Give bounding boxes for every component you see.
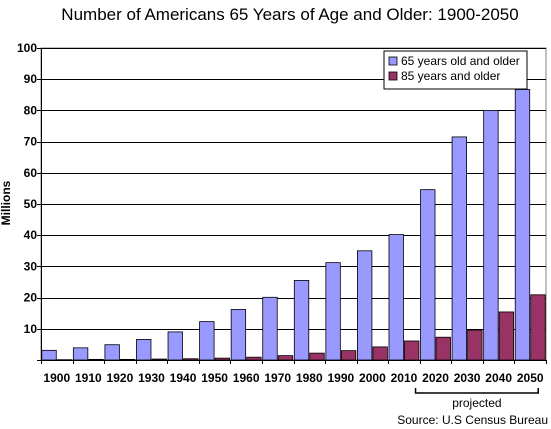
- source-label: Source: U.S Census Bureau: [397, 413, 548, 427]
- x-tick-label: 1980: [296, 371, 323, 385]
- projected-bracket: [414, 388, 539, 394]
- x-tick-label: 1910: [75, 371, 102, 385]
- x-tick-label: 2000: [359, 371, 386, 385]
- y-tick-label: 20: [24, 291, 38, 305]
- bar-65-and-older: [451, 136, 467, 361]
- x-tick-label: 2040: [485, 371, 512, 385]
- x-tick-label: 1920: [107, 371, 134, 385]
- bar-85-and-older: [120, 358, 136, 361]
- x-tick-label: 1930: [138, 371, 165, 385]
- bar-85-and-older: [88, 358, 104, 361]
- bar-85-and-older: [183, 358, 199, 361]
- bar-65-and-older: [104, 344, 120, 361]
- bar-65-and-older: [293, 280, 310, 361]
- bar-65-and-older: [483, 110, 499, 361]
- bar-65-and-older: [388, 234, 404, 361]
- bar-85-and-older: [498, 311, 515, 361]
- y-tick-label: 60: [24, 166, 38, 180]
- x-tick-label: 1900: [43, 371, 70, 385]
- bar-85-and-older: [435, 336, 451, 361]
- legend-entry: 65 years old and older: [401, 54, 520, 68]
- bar-65-and-older: [514, 89, 531, 361]
- bar-65-and-older: [262, 296, 278, 361]
- bar-85-and-older: [309, 352, 325, 361]
- y-axis-label: Millions: [0, 180, 13, 225]
- x-tick-label: 2010: [391, 371, 418, 385]
- bar-85-and-older: [530, 294, 546, 361]
- x-tick-labels: 1900 1910 1920 1930 1940 1950 1960 1970 1980 1990…: [43, 371, 543, 385]
- bar-65-and-older: [41, 349, 57, 361]
- projected-label: projected: [452, 396, 501, 410]
- y-tick-labels: 10 20 30 40 50 60 70 80 90 100: [17, 41, 37, 336]
- legend-swatch: [388, 56, 398, 66]
- legend-swatch: [388, 71, 398, 81]
- x-tick-label: 1960: [233, 371, 260, 385]
- legend-entry: 85 years and older: [401, 69, 500, 83]
- bar-85-and-older: [340, 350, 357, 361]
- y-tick-label: 10: [24, 322, 38, 336]
- bar-85-and-older: [214, 357, 230, 361]
- x-tick-label: 2020: [422, 371, 449, 385]
- bar-65-and-older: [325, 262, 341, 361]
- y-tick-label: 40: [24, 228, 38, 242]
- y-tick-label: 70: [24, 135, 38, 149]
- chart-title: Number of Americans 65 Years of Age and …: [61, 5, 518, 24]
- bar-65-and-older: [72, 347, 89, 361]
- y-tick-label: 50: [24, 197, 38, 211]
- bar-85-and-older: [404, 340, 420, 361]
- y-tick-label: 90: [24, 72, 38, 86]
- x-tick-label: 1950: [201, 371, 228, 385]
- axes: [37, 48, 547, 364]
- bar-65-and-older: [136, 339, 152, 361]
- bar-65-and-older: [357, 250, 373, 361]
- bar-85-and-older: [151, 358, 167, 361]
- bar-65-and-older: [230, 309, 247, 361]
- bar-85-and-older: [467, 329, 483, 361]
- x-tick-label: 2050: [517, 371, 544, 385]
- legend-box: [383, 50, 528, 90]
- x-tick-label: 2030: [454, 371, 481, 385]
- bar-65-and-older: [167, 331, 183, 361]
- y-tick-label: 100: [17, 41, 37, 55]
- bar-65-and-older: [420, 189, 436, 361]
- y-tick-label: 80: [24, 103, 38, 117]
- x-tick-label: 1990: [327, 371, 354, 385]
- bar-85-and-older: [246, 356, 262, 361]
- bar-65-and-older: [199, 321, 215, 361]
- bar-85-and-older: [277, 355, 294, 361]
- y-tick-label: 30: [24, 259, 38, 273]
- bar-85-and-older: [372, 346, 388, 361]
- x-tick-label: 1970: [264, 371, 291, 385]
- x-tick-label: 1940: [170, 371, 197, 385]
